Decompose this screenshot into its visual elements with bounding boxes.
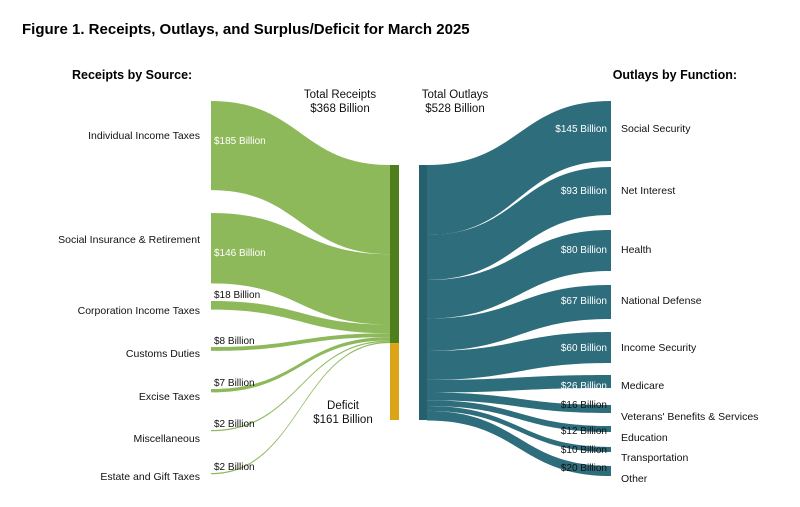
receipts-heading: Receipts by Source: bbox=[72, 68, 192, 82]
receipt-label-excise-taxes: Excise Taxes bbox=[139, 391, 200, 403]
outlay-value-medicare: $26 Billion bbox=[561, 381, 607, 392]
receipt-flow-social-insurance-retirement bbox=[211, 213, 390, 325]
outlay-flow-medicare bbox=[427, 375, 611, 393]
outlay-label-other: Other bbox=[621, 473, 648, 485]
outlay-flow-national-defense bbox=[427, 285, 611, 351]
deficit-value: $161 Billion bbox=[313, 414, 372, 426]
receipt-flow-customs-duties bbox=[211, 333, 390, 351]
figure-title: Figure 1. Receipts, Outlays, and Surplus… bbox=[22, 21, 470, 38]
receipt-label-corporation-income-taxes: Corporation Income Taxes bbox=[78, 305, 200, 317]
receipt-value-customs-duties: $8 Billion bbox=[214, 336, 255, 347]
total-receipts-value: $368 Billion bbox=[310, 103, 369, 115]
outlay-flow-education bbox=[427, 400, 611, 432]
receipt-value-individual-income-taxes: $185 Billion bbox=[214, 136, 266, 147]
outlay-label-veterans-benefits-services: Veterans' Benefits & Services bbox=[621, 411, 758, 423]
outlays-heading: Outlays by Function: bbox=[613, 68, 737, 82]
receipt-flow-individual-income-taxes bbox=[211, 101, 390, 255]
outlay-value-health: $80 Billion bbox=[561, 245, 607, 256]
receipt-value-social-insurance-retirement: $146 Billion bbox=[214, 248, 266, 259]
outlay-flow-veterans-benefits-services bbox=[427, 392, 611, 413]
receipt-flow-excise-taxes bbox=[211, 337, 390, 393]
receipt-label-individual-income-taxes: Individual Income Taxes bbox=[88, 130, 200, 142]
outlay-label-social-security: Social Security bbox=[621, 123, 691, 135]
outlay-label-medicare: Medicare bbox=[621, 380, 664, 392]
receipt-value-corporation-income-taxes: $18 Billion bbox=[214, 290, 260, 301]
receipt-label-customs-duties: Customs Duties bbox=[126, 348, 200, 360]
total-outlays-label: Total Outlays bbox=[422, 89, 489, 101]
outlay-flow-income-security bbox=[427, 332, 611, 380]
receipt-flow-miscellaneous bbox=[211, 340, 390, 432]
outlay-value-national-defense: $67 Billion bbox=[561, 296, 607, 307]
receipt-label-miscellaneous: Miscellaneous bbox=[133, 433, 200, 445]
receipt-flow-corporation-income-taxes bbox=[211, 301, 390, 334]
receipt-value-excise-taxes: $7 Billion bbox=[214, 378, 255, 389]
total-receipts-bar bbox=[390, 165, 399, 344]
receipt-label-social-insurance-retirement: Social Insurance & Retirement bbox=[58, 234, 200, 246]
sankey-bars bbox=[390, 165, 427, 420]
total-outlays-value: $528 Billion bbox=[425, 103, 484, 115]
receipt-value-estate-and-gift-taxes: $2 Billion bbox=[214, 462, 255, 473]
outlay-flow-other bbox=[427, 410, 611, 476]
outlay-value-education: $12 Billion bbox=[561, 426, 607, 437]
outlay-value-transportation: $10 Billion bbox=[561, 445, 607, 456]
receipt-flow-estate-and-gift-taxes bbox=[211, 341, 390, 475]
deficit-label: Deficit bbox=[327, 400, 360, 412]
outlay-label-education: Education bbox=[621, 432, 668, 444]
outlay-flow-health bbox=[427, 230, 611, 319]
outlay-value-net-interest: $93 Billion bbox=[561, 186, 607, 197]
outlay-label-national-defense: National Defense bbox=[621, 295, 702, 307]
outlay-value-social-security: $145 Billion bbox=[555, 124, 607, 135]
total-receipts-label: Total Receipts bbox=[304, 89, 376, 101]
outlay-label-health: Health bbox=[621, 244, 652, 256]
outlay-flow-net-interest bbox=[427, 167, 611, 280]
deficit-bar bbox=[390, 343, 399, 420]
outlay-value-other: $20 Billion bbox=[561, 463, 607, 474]
receipt-value-miscellaneous: $2 Billion bbox=[214, 419, 255, 430]
total-outlays-bar bbox=[419, 165, 427, 420]
sankey-links bbox=[211, 101, 611, 476]
outlay-label-income-security: Income Security bbox=[621, 342, 697, 354]
outlay-label-net-interest: Net Interest bbox=[621, 185, 675, 197]
outlay-flow-social-security bbox=[427, 101, 611, 236]
receipt-label-estate-and-gift-taxes: Estate and Gift Taxes bbox=[100, 471, 200, 483]
sankey-labels: $185 Billion Individual Income Taxes $146 … bbox=[58, 123, 758, 485]
outlay-flow-transportation bbox=[427, 405, 611, 452]
outlay-value-income-security: $60 Billion bbox=[561, 343, 607, 354]
outlay-label-transportation: Transportation bbox=[621, 452, 688, 464]
outlay-value-veterans-benefits-services: $16 Billion bbox=[561, 400, 607, 411]
